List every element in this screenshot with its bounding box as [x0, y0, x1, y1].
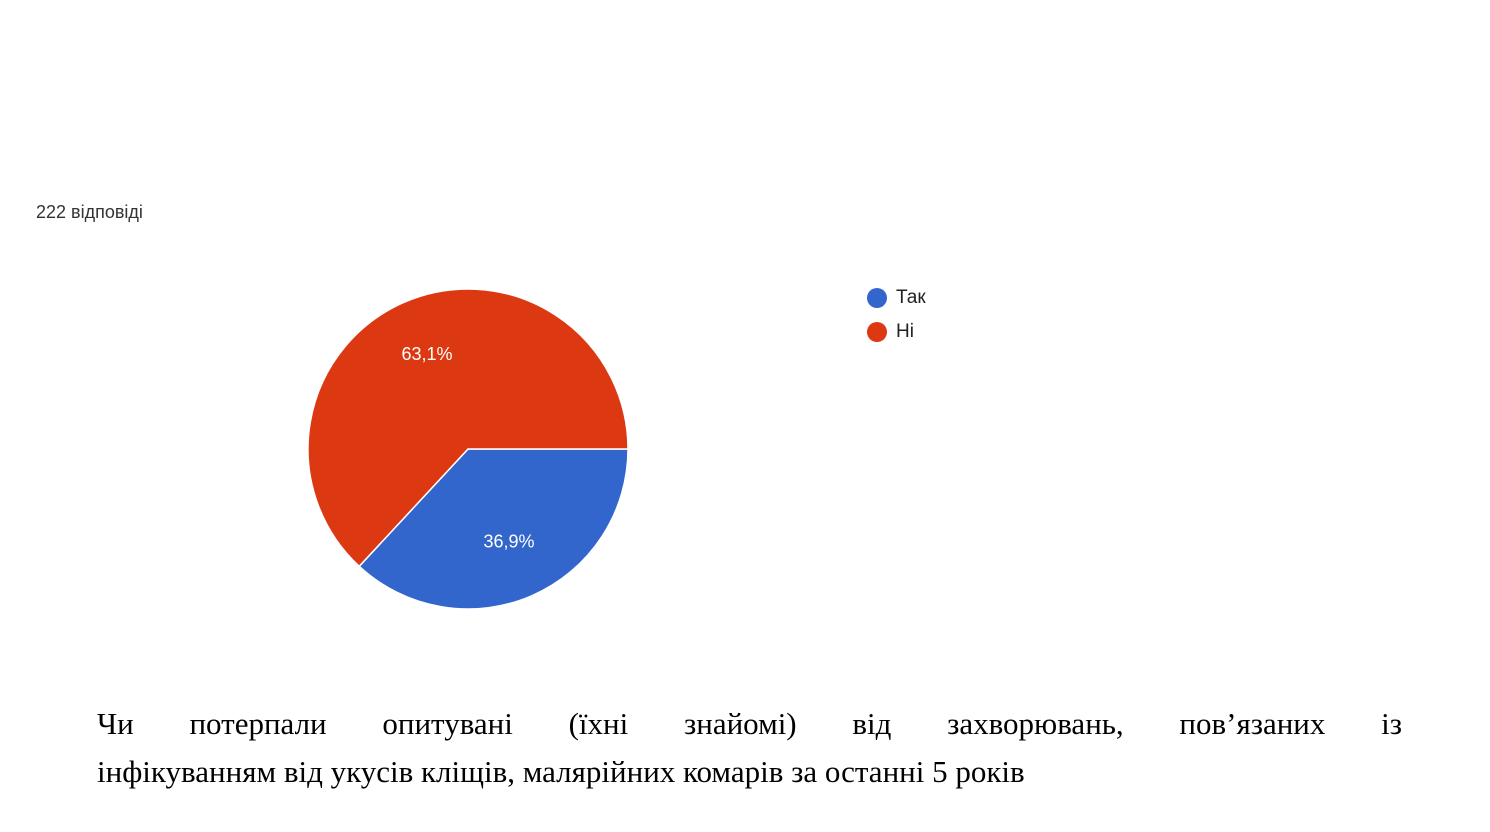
- pie-slice: [307, 288, 629, 568]
- caption-line: Чи потерпали опитувані (їхні знайомі) ві…: [97, 706, 1402, 741]
- value-label: 63,1%: [402, 344, 453, 364]
- chart-subtitle: 222 відповіді: [36, 202, 143, 222]
- legend-label: Так: [896, 287, 926, 308]
- pie-slice: [358, 448, 629, 610]
- caption: Чи потерпали опитувані (їхні знайомі) ві…: [97, 700, 1402, 796]
- chart: 222 відповіді 36,9% 63,1% Так Ні: [36, 202, 926, 610]
- value-label: 36,9%: [483, 532, 534, 552]
- caption-line: інфікуванням від укусів кліщів, малярійн…: [97, 754, 1025, 789]
- legend-swatch: [867, 322, 887, 342]
- legend-swatch: [867, 288, 887, 308]
- legend-label: Ні: [896, 321, 914, 342]
